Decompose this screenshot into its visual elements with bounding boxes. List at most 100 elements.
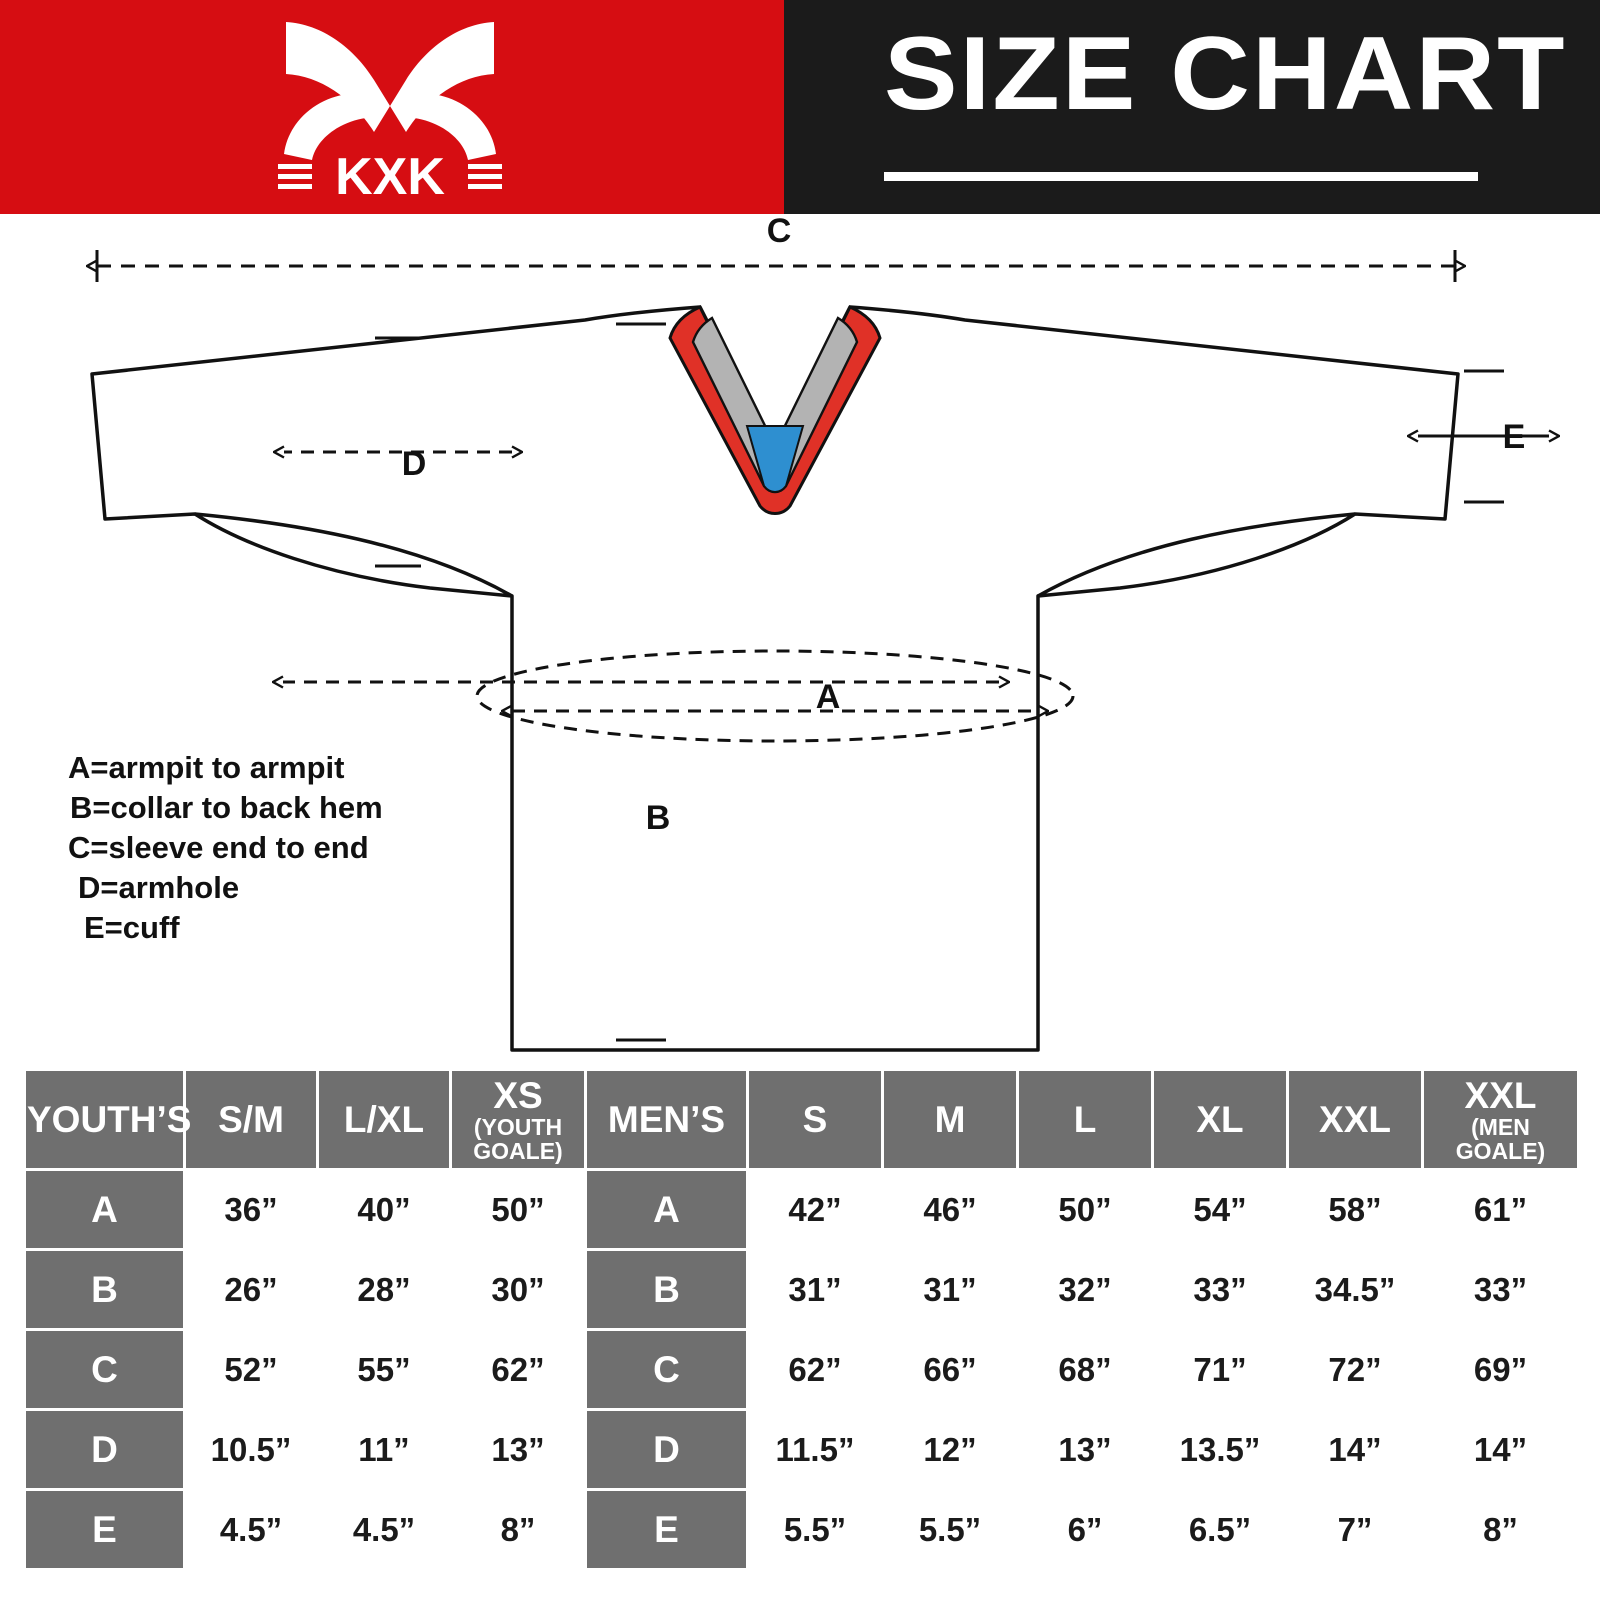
header-youth-sm: S/M: [183, 1068, 319, 1171]
svg-text:C: C: [767, 214, 792, 250]
header-mens-xl: XL: [1151, 1068, 1289, 1171]
table-row: D 10.5” 11” 13” D 11.5” 12” 13” 13.5” 14…: [23, 1408, 1580, 1491]
kxk-logo: KXK: [270, 14, 510, 200]
cell-mens-xxl-c: 72”: [1286, 1328, 1424, 1411]
cell-mens-s-c: 62”: [746, 1328, 884, 1411]
header-youth-lxl: L/XL: [316, 1068, 452, 1171]
header-youth-goale-size: XS: [493, 1074, 543, 1116]
cell-youth-xs-c: 62”: [449, 1328, 587, 1411]
cell-mens-m-b: 31”: [881, 1248, 1019, 1331]
cell-mens-s-d: 11.5”: [746, 1408, 884, 1491]
svg-text:D: D: [402, 445, 427, 483]
header-bar: KXK SIZE CHART: [0, 0, 1600, 214]
table-row: B 26” 28” 30” B 31” 31” 32” 33” 34.5” 33…: [23, 1248, 1580, 1331]
cell-mens-xl-e: 6.5”: [1151, 1488, 1289, 1571]
cell-youth-lxl-d: 11”: [316, 1408, 452, 1491]
cell-mens-xxl-d: 14”: [1286, 1408, 1424, 1491]
cell-youth-lxl-b: 28”: [316, 1248, 452, 1331]
table-header-row: YOUTH’S S/M L/XL XS (YOUTH GOALE) MEN’S …: [23, 1068, 1580, 1171]
measurement-legend: A=armpit to armpit B=collar to back hem …: [68, 748, 498, 948]
cell-mens-s-a: 42”: [746, 1168, 884, 1251]
cell-youth-sm-e: 4.5”: [183, 1488, 319, 1571]
jersey-seams: [194, 512, 1356, 598]
cell-youth-sm-a: 36”: [183, 1168, 319, 1251]
header-mens-s: S: [746, 1068, 884, 1171]
cell-mens-xl-d: 13.5”: [1151, 1408, 1289, 1491]
jersey-collar: [668, 305, 882, 515]
legend-line-e: E=cuff: [84, 910, 180, 945]
cell-mens-m-d: 12”: [881, 1408, 1019, 1491]
table-row: C 52” 55” 62” C 62” 66” 68” 71” 72” 69”: [23, 1328, 1580, 1411]
header-mens-goale: XXL (MEN GOALE): [1421, 1068, 1580, 1171]
cell-mens-xxl-b: 34.5”: [1286, 1248, 1424, 1331]
cell-mens-xxl-a: 58”: [1286, 1168, 1424, 1251]
cell-mens-xl-c: 71”: [1151, 1328, 1289, 1411]
page-title: SIZE CHART: [884, 16, 1567, 132]
cell-youth-lxl-a: 40”: [316, 1168, 452, 1251]
cell-mens-xl-a: 54”: [1151, 1168, 1289, 1251]
cell-youth-xs-b: 30”: [449, 1248, 587, 1331]
dimension-e: E: [1418, 369, 1549, 504]
cell-youth-sm-c: 52”: [183, 1328, 319, 1411]
cell-youth-sm-d: 10.5”: [183, 1408, 319, 1491]
cell-mens-m-c: 66”: [881, 1328, 1019, 1411]
header-mens: MEN’S: [584, 1068, 749, 1171]
cell-mens-l-c: 68”: [1016, 1328, 1154, 1411]
header-mens-l: L: [1016, 1068, 1154, 1171]
row-label-d-youth: D: [23, 1408, 186, 1491]
header-mens-m: M: [881, 1068, 1019, 1171]
legend-line-a: A=armpit to armpit: [68, 750, 345, 785]
legend-line-d: D=armhole: [78, 870, 240, 905]
header-mens-goale-note: (MEN GOALE): [1455, 1113, 1546, 1164]
row-label-e-youth: E: [23, 1488, 186, 1571]
dimension-b: B: [283, 322, 999, 1042]
cell-mens-m-e: 5.5”: [881, 1488, 1019, 1571]
cell-mens-s-e: 5.5”: [746, 1488, 884, 1571]
cell-mens-l-a: 50”: [1016, 1168, 1154, 1251]
header-mens-goale-size: XXL: [1464, 1074, 1537, 1116]
dimension-a: A: [475, 649, 1075, 743]
legend-line-b: B=collar to back hem: [70, 790, 383, 825]
cell-youth-xs-e: 8”: [449, 1488, 587, 1571]
cell-mens-l-b: 32”: [1016, 1248, 1154, 1331]
row-label-a-mens: A: [584, 1168, 749, 1251]
cell-mens-goale-c: 69”: [1421, 1328, 1580, 1411]
jersey-measurement-diagram: C D: [0, 214, 1600, 1066]
header-youth-goale: XS (YOUTH GOALE): [449, 1068, 587, 1171]
title-underline: [884, 172, 1478, 181]
header-youths: YOUTH’S: [23, 1068, 191, 1171]
row-label-d-mens: D: [584, 1408, 749, 1491]
row-label-b-youth: B: [23, 1248, 186, 1331]
size-table: YOUTH’S S/M L/XL XS (YOUTH GOALE) MEN’S …: [23, 1068, 1580, 1571]
row-label-e-mens: E: [584, 1488, 749, 1571]
cell-youth-lxl-e: 4.5”: [316, 1488, 452, 1571]
cell-mens-m-a: 46”: [881, 1168, 1019, 1251]
svg-text:E: E: [1503, 418, 1526, 456]
cell-mens-xxl-e: 7”: [1286, 1488, 1424, 1571]
cell-mens-goale-a: 61”: [1421, 1168, 1580, 1251]
table-row: A 36” 40” 50” A 42” 46” 50” 54” 58” 61”: [23, 1168, 1580, 1251]
legend-line-c: C=sleeve end to end: [68, 830, 369, 865]
cell-youth-xs-d: 13”: [449, 1408, 587, 1491]
row-label-c-youth: C: [23, 1328, 186, 1411]
row-label-b-mens: B: [584, 1248, 749, 1331]
header-mens-xxl: XXL: [1286, 1068, 1424, 1171]
kxk-wordmark: KXK: [335, 148, 445, 200]
dimension-d: D: [284, 336, 512, 568]
cell-youth-lxl-c: 55”: [316, 1328, 452, 1411]
cell-youth-xs-a: 50”: [449, 1168, 587, 1251]
cell-youth-sm-b: 26”: [183, 1248, 319, 1331]
cell-mens-l-d: 13”: [1016, 1408, 1154, 1491]
svg-text:B: B: [646, 799, 671, 837]
cell-mens-l-e: 6”: [1016, 1488, 1154, 1571]
dimension-c: C: [97, 214, 1455, 282]
svg-text:A: A: [816, 678, 841, 716]
table-row: E 4.5” 4.5” 8” E 5.5” 5.5” 6” 6.5” 7” 8”: [23, 1488, 1580, 1571]
cell-mens-xl-b: 33”: [1151, 1248, 1289, 1331]
size-table-wrap: YOUTH’S S/M L/XL XS (YOUTH GOALE) MEN’S …: [23, 1068, 1580, 1579]
row-label-c-mens: C: [584, 1328, 749, 1411]
cell-mens-goale-b: 33”: [1421, 1248, 1580, 1331]
cell-mens-s-b: 31”: [746, 1248, 884, 1331]
header-youth-goale-note: (YOUTH GOALE): [473, 1113, 563, 1164]
